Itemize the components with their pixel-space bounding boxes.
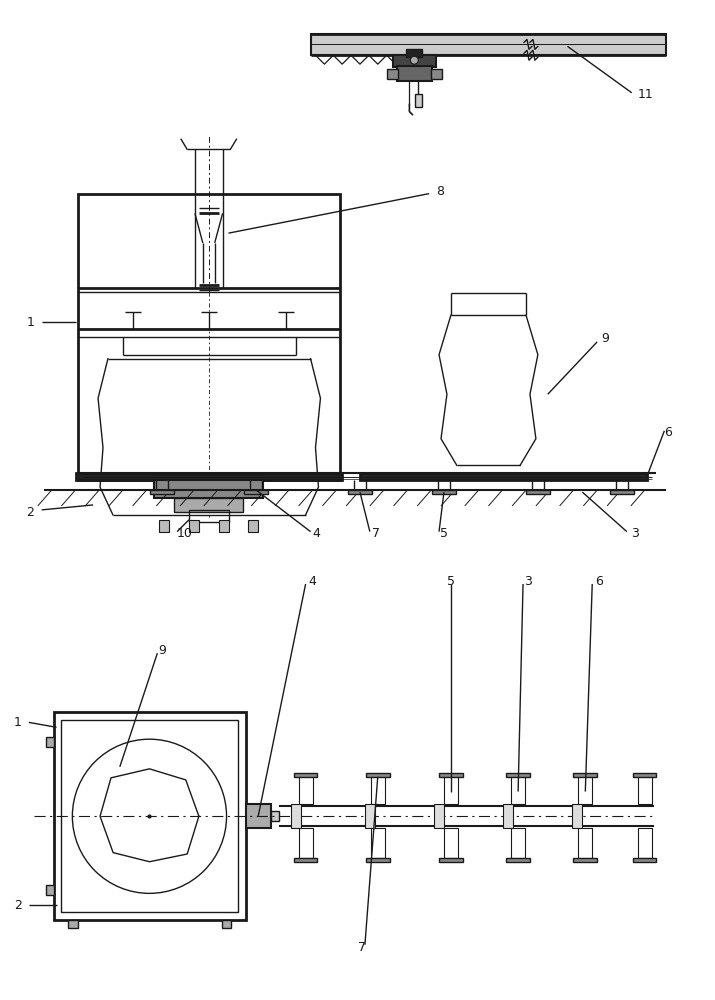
Text: 6: 6 [595,575,603,588]
Bar [633,858,656,862]
Bar [248,520,258,532]
Text: 4: 4 [312,527,320,540]
Bar [46,737,54,747]
Text: 2: 2 [14,899,22,912]
Bar [222,920,232,928]
Bar [360,473,646,480]
Bar [54,712,246,920]
Bar [638,828,651,858]
Bar [246,804,271,828]
Bar [444,828,458,858]
Bar [573,858,597,862]
Text: 7: 7 [372,527,380,540]
Bar [444,775,458,804]
Bar [79,194,340,480]
Bar [159,520,169,532]
Text: 1: 1 [14,716,22,729]
Bar [366,858,390,862]
Bar [77,473,342,480]
Bar [439,773,463,777]
Text: 7: 7 [358,941,366,954]
Bar [189,510,229,522]
Bar [348,490,372,494]
Bar [61,720,238,912]
Bar [174,498,243,512]
Bar [526,490,550,494]
Bar [271,811,279,821]
Bar [371,775,385,804]
Bar [511,828,525,858]
Bar [633,773,656,777]
Bar [506,773,530,777]
Bar [291,804,301,828]
Bar [578,828,592,858]
Bar [439,858,463,862]
Text: 2: 2 [26,506,34,519]
Text: 3: 3 [524,575,532,588]
Bar [506,858,530,862]
Text: 9: 9 [158,644,167,657]
Bar [503,804,513,828]
Bar [387,69,398,79]
Bar [638,775,651,804]
Text: 6: 6 [664,426,672,439]
Bar [431,69,442,79]
Bar [69,920,79,928]
Bar [366,773,390,777]
Text: 5: 5 [447,575,455,588]
Bar [432,490,456,494]
Bar [610,490,633,494]
Bar [511,775,525,804]
Bar [299,775,312,804]
Text: 5: 5 [440,527,448,540]
Bar [245,490,268,494]
Text: 8: 8 [436,185,444,198]
Bar [393,55,436,67]
Text: 3: 3 [631,527,638,540]
Bar [150,490,174,494]
Text: 11: 11 [638,88,654,101]
Bar [573,804,582,828]
Bar [573,773,597,777]
Bar [406,49,423,57]
Text: 4: 4 [309,575,317,588]
Bar [219,520,229,532]
Bar [46,885,54,895]
Text: 10: 10 [177,527,193,540]
Bar [578,775,592,804]
Bar [434,804,444,828]
Bar [310,34,666,55]
Bar [294,773,317,777]
Text: 9: 9 [601,332,609,345]
Text: 1: 1 [27,316,35,329]
Bar [299,828,312,858]
Circle shape [410,56,418,64]
Bar [294,858,317,862]
Bar [154,480,263,498]
Bar [371,828,385,858]
Bar [365,804,375,828]
Bar [189,520,199,532]
Bar [397,66,432,81]
Bar [415,94,423,107]
